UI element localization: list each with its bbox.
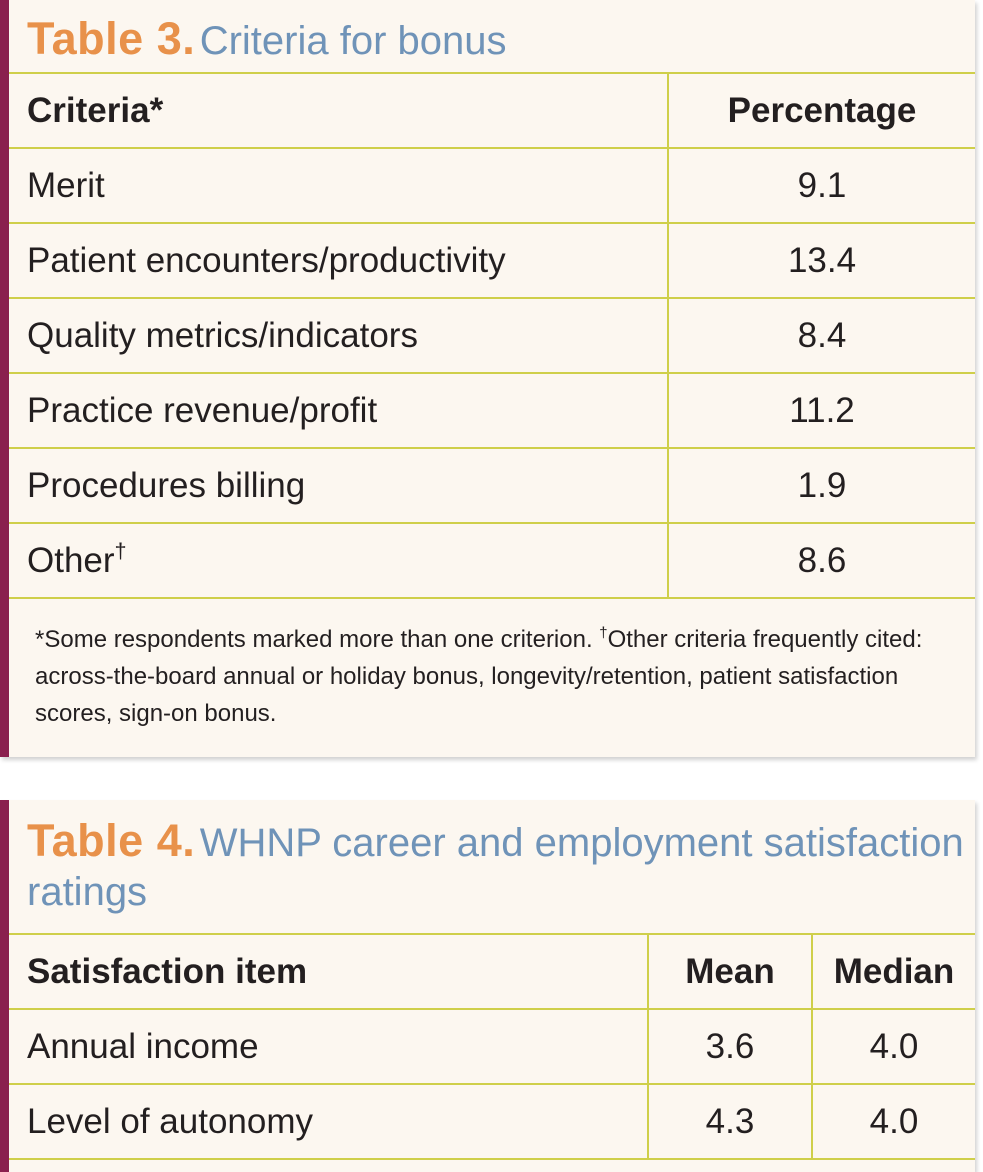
table-header-row: Satisfaction item Mean Median — [9, 933, 975, 1010]
criteria-text: Procedures billing — [27, 465, 306, 505]
item-cell: Annual income — [9, 1009, 648, 1085]
table-row: Procedures billing 1.9 — [9, 448, 975, 524]
header-criteria: Criteria* — [9, 72, 668, 149]
table-4-title: WHNP career and employment satisfaction … — [27, 821, 964, 914]
table-row: Merit 9.1 — [9, 148, 975, 224]
header-criteria-label: Criteria — [27, 90, 150, 130]
percentage-cell: 9.1 — [667, 148, 975, 224]
table-row: Annual income 3.6 4.0 — [9, 1009, 975, 1085]
footnote-dagger-text: Other criteria frequently cited: across-… — [35, 626, 923, 727]
criteria-cell: Quality metrics/indicators — [9, 298, 668, 374]
percentage-cell: 8.4 — [667, 298, 975, 374]
table-row: Quality metrics/indicators 8.4 — [9, 298, 975, 374]
header-criteria-mark: * — [149, 90, 164, 130]
table-4-label: Table 4. — [27, 815, 196, 866]
footnote-asterisk-text: *Some respondents marked more than one c… — [35, 626, 600, 653]
criteria-cell: Practice revenue/profit — [9, 373, 668, 449]
table-4: Satisfaction item Mean Median Annual inc… — [9, 933, 975, 1160]
mean-cell: 3.6 — [647, 1009, 812, 1085]
criteria-text: Practice revenue/profit — [27, 390, 378, 430]
item-cell: Level of autonomy — [9, 1084, 648, 1160]
mean-cell: 4.3 — [647, 1084, 812, 1160]
criteria-text: Other — [27, 540, 115, 580]
median-cell: 4.0 — [811, 1009, 975, 1085]
criteria-cell: Patient encounters/productivity — [9, 223, 668, 299]
header-percentage: Percentage — [667, 72, 975, 149]
criteria-text: Merit — [27, 165, 105, 205]
header-satisfaction-item: Satisfaction item — [9, 933, 648, 1010]
table-3: Criteria* Percentage Merit 9.1 Patient e… — [9, 72, 975, 599]
criteria-cell: Procedures billing — [9, 448, 668, 524]
table-3-title: Criteria for bonus — [199, 19, 507, 63]
table-4-caption: Table 4. WHNP career and employment sati… — [9, 800, 975, 933]
percentage-cell: 1.9 — [667, 448, 975, 524]
criteria-text: Quality metrics/indicators — [27, 315, 418, 355]
table-3-caption: Table 3. Criteria for bonus — [9, 0, 975, 72]
percentage-cell: 8.6 — [667, 523, 975, 599]
table-row: Practice revenue/profit 11.2 — [9, 373, 975, 449]
table-4-panel: Table 4. WHNP career and employment sati… — [0, 800, 975, 1172]
percentage-cell: 11.2 — [667, 373, 975, 449]
table-3-footnote: *Some respondents marked more than one c… — [9, 599, 975, 732]
table-row: Other† 8.6 — [9, 523, 975, 599]
table-header-row: Criteria* Percentage — [9, 72, 975, 149]
dagger-mark: † — [114, 537, 127, 563]
header-mean: Mean — [647, 933, 812, 1010]
criteria-cell: Other† — [9, 523, 668, 599]
footnote-dagger-mark: † — [599, 625, 608, 642]
header-median: Median — [811, 933, 975, 1010]
table-3-label: Table 3. — [27, 13, 196, 64]
median-cell: 4.0 — [811, 1084, 975, 1160]
criteria-cell: Merit — [9, 148, 668, 224]
table-row: Level of autonomy 4.3 4.0 — [9, 1084, 975, 1160]
percentage-cell: 13.4 — [667, 223, 975, 299]
criteria-text: Patient encounters/productivity — [27, 240, 506, 280]
table-row: Patient encounters/productivity 13.4 — [9, 223, 975, 299]
table-3-panel: Table 3. Criteria for bonus Criteria* Pe… — [0, 0, 975, 757]
